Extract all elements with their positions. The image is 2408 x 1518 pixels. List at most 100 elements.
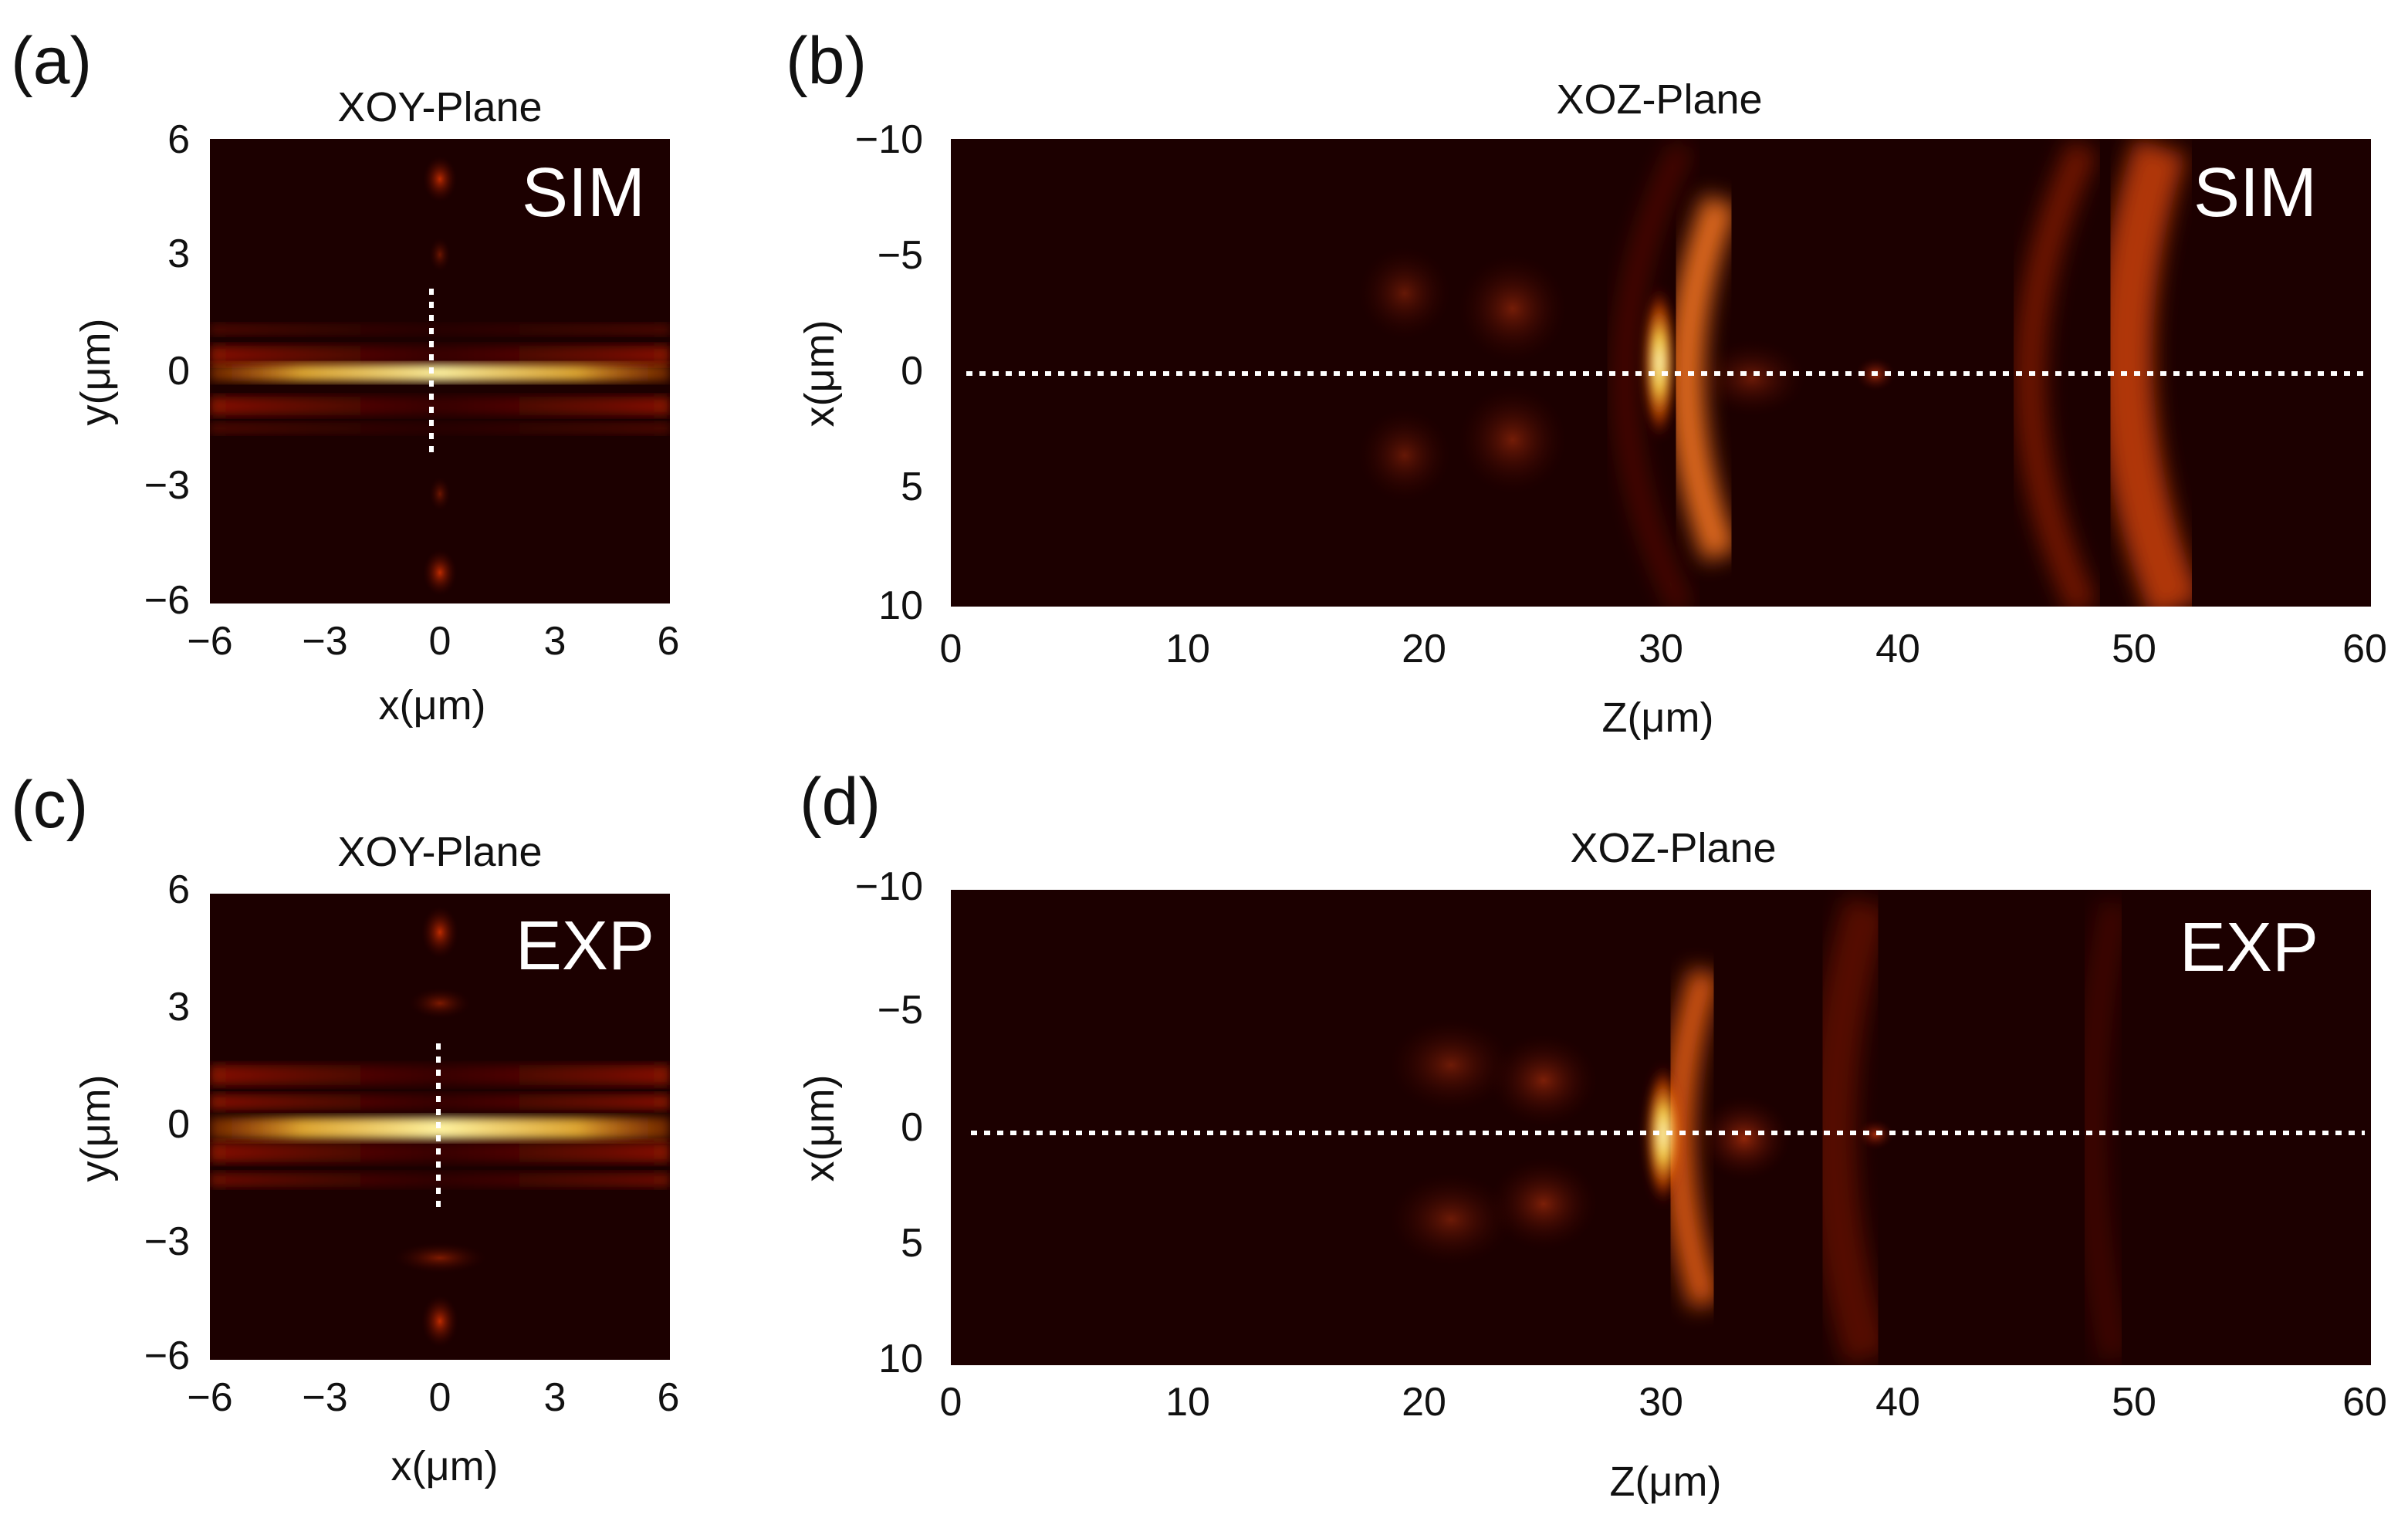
panel-a: (a) XOY-Plane SIM 6 3 0 −3 −6 −6 −3 0 3 [11, 24, 679, 729]
y-ticks: −10 −5 0 5 10 [855, 117, 923, 628]
y-tick-label: −6 [144, 1334, 190, 1378]
focal-spot [1645, 1063, 1682, 1205]
x-axis-label: Z(μm) [1609, 1459, 1721, 1505]
panel-d: (d) XOZ-Plane EXP −10 −5 0 5 10 0 10 20 [796, 765, 2387, 1505]
y-tick-label: 3 [167, 232, 190, 276]
ring-arc [1810, 896, 1890, 1365]
y-tick-label: 5 [901, 465, 923, 509]
x-ticks: 0 10 20 30 40 50 60 [940, 627, 2387, 671]
y-tick-label: −3 [144, 463, 190, 508]
focal-arc [1669, 194, 1738, 563]
side-lobe [1698, 340, 1806, 417]
y-tick-label: −5 [878, 988, 923, 1033]
side-lobe [1389, 1173, 1513, 1266]
plot-title: XOZ-Plane [1570, 825, 1776, 871]
axial-spot [423, 156, 457, 202]
ring-arc [2014, 140, 2099, 607]
y-tick-label: −5 [878, 233, 923, 278]
x-ticks: 0 10 20 30 40 50 60 [940, 1380, 2387, 1425]
side-lobe [210, 324, 670, 335]
sim-tag: SIM [2193, 154, 2317, 232]
panel-label: (b) [786, 24, 867, 98]
side-lobe [210, 397, 670, 415]
y-tick-label: 5 [901, 1221, 923, 1266]
x-tick-label: 10 [1165, 627, 1210, 671]
side-lobe [1490, 1034, 1598, 1127]
y-tick-label: 0 [167, 349, 190, 394]
y-tick-label: 0 [901, 1105, 923, 1150]
ring-arc [2099, 139, 2202, 607]
x-tick-label: 0 [940, 1380, 962, 1425]
x-tick-label: 60 [2342, 1380, 2387, 1425]
y-ticks: 6 3 0 −3 −6 [144, 117, 190, 623]
y-tick-label: 6 [167, 117, 190, 162]
y-tick-label: −10 [855, 864, 923, 909]
x-tick-label: 6 [658, 1375, 680, 1420]
sim-tag: SIM [522, 154, 645, 232]
x-ticks: −6 −3 0 3 6 [187, 1375, 679, 1420]
y-axis-label: x(μm) [796, 1074, 843, 1182]
side-lobe [1459, 255, 1567, 363]
x-axis-label: Z(μm) [1601, 695, 1713, 741]
y-tick-label: 10 [878, 1337, 923, 1381]
x-tick-label: 3 [544, 1375, 566, 1420]
x-axis-label: x(μm) [378, 682, 485, 729]
exp-tag: EXP [2180, 909, 2318, 986]
y-tick-label: 6 [167, 867, 190, 912]
y-ticks: 6 3 0 −3 −6 [144, 867, 190, 1378]
x-ticks: −6 −3 0 3 6 [187, 619, 679, 664]
x-tick-label: 50 [2112, 1380, 2156, 1425]
x-tick-label: 3 [544, 619, 566, 664]
side-lobe [210, 423, 670, 434]
x-tick-label: 30 [1639, 627, 1683, 671]
x-axis-label: x(μm) [391, 1443, 498, 1489]
panel-label: (a) [11, 24, 92, 98]
y-tick-label: 0 [167, 1102, 190, 1147]
y-ticks: −10 −5 0 5 10 [855, 864, 923, 1381]
plot-title: XOZ-Plane [1556, 76, 1762, 123]
plot-title: XOY-Plane [337, 829, 542, 875]
x-tick-label: 10 [1165, 1380, 1210, 1425]
ring-arc [1613, 141, 1693, 607]
side-lobe [1389, 1019, 1513, 1111]
x-tick-label: −3 [302, 1375, 347, 1420]
y-tick-label: 0 [901, 349, 923, 394]
panel-c: (c) XOY-Plane EXP 6 3 0 −3 −6 −6 −3 0 3 [11, 768, 679, 1489]
x-tick-label: 0 [429, 1375, 452, 1420]
panel-label: (c) [11, 768, 88, 842]
heatmap-field [210, 156, 670, 596]
y-tick-label: −10 [855, 117, 923, 162]
x-tick-label: −3 [302, 619, 347, 664]
y-axis-label: x(μm) [796, 319, 843, 427]
side-lobe [1490, 1158, 1598, 1250]
side-lobe [1358, 247, 1451, 340]
axial-spot [429, 477, 451, 511]
y-tick-label: −3 [144, 1219, 190, 1264]
y-axis-label: y(μm) [73, 318, 119, 425]
y-tick-label: 3 [167, 985, 190, 1029]
x-tick-label: 50 [2112, 627, 2156, 671]
x-tick-label: 20 [1402, 1380, 1446, 1425]
x-tick-label: 30 [1639, 1380, 1683, 1425]
panel-b: (b) XOZ-Plane SIM −10 −5 0 5 10 0 10 [786, 24, 2387, 741]
axial-spot [429, 238, 451, 272]
x-tick-label: 60 [2342, 627, 2387, 671]
side-lobe [210, 346, 670, 364]
x-tick-label: −6 [187, 1375, 232, 1420]
axial-spot [394, 1242, 486, 1273]
x-tick-label: 6 [658, 619, 680, 664]
side-lobe [1358, 409, 1451, 502]
x-tick-label: 0 [429, 619, 452, 664]
axial-spot [423, 549, 457, 596]
y-tick-label: 10 [878, 583, 923, 628]
axial-spot [421, 906, 458, 958]
side-lobe [1459, 386, 1567, 494]
y-axis-label: y(μm) [73, 1074, 119, 1182]
axial-spot [421, 1295, 458, 1347]
heatmap-field [1358, 139, 2202, 607]
plot-title: XOY-Plane [337, 84, 542, 130]
x-tick-label: 40 [1875, 627, 1920, 671]
main-band [210, 364, 670, 381]
focal-spot [1642, 286, 1676, 440]
